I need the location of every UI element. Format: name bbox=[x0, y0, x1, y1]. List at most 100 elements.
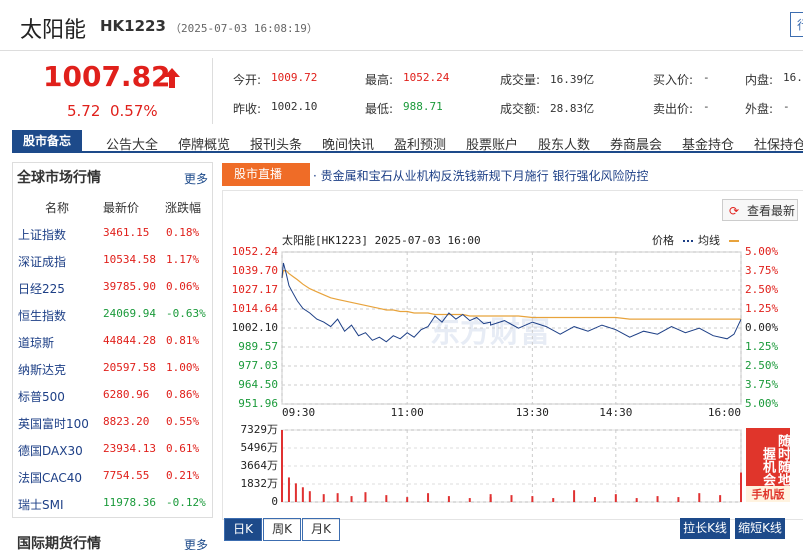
volume-bar bbox=[287, 477, 290, 502]
volume-bar bbox=[614, 494, 617, 502]
nav-line bbox=[12, 151, 803, 153]
nav-tab[interactable]: 报刊头条 bbox=[250, 138, 303, 153]
chart-box bbox=[222, 190, 803, 520]
volume-bar bbox=[593, 497, 596, 502]
market-name[interactable]: 英国富时100 bbox=[18, 417, 89, 431]
volume-bar bbox=[427, 493, 430, 502]
market-name[interactable]: 德国DAX30 bbox=[18, 444, 83, 458]
market-change: 0.86% bbox=[166, 388, 200, 401]
y-tick-label: 1014.64 bbox=[232, 302, 279, 315]
volume-bar bbox=[740, 472, 742, 502]
market-name[interactable]: 道琼斯 bbox=[18, 336, 55, 350]
volume-bar bbox=[294, 483, 297, 502]
period-tab[interactable]: 周K bbox=[263, 518, 301, 541]
y2-tick-label: 2.50% bbox=[745, 359, 778, 372]
market-panel bbox=[12, 162, 213, 518]
y-tick-label: 951.96 bbox=[238, 397, 278, 410]
volume-bar bbox=[531, 496, 534, 502]
market-change: 1.17% bbox=[166, 253, 200, 266]
column-header: 名称 bbox=[45, 201, 70, 215]
line-series bbox=[281, 270, 741, 320]
market-name[interactable]: 上证指数 bbox=[18, 228, 67, 242]
stat-label: 买入价: bbox=[653, 73, 694, 87]
stat-label: 成交额: bbox=[500, 102, 541, 116]
nav-tab[interactable]: 社保持仓 bbox=[754, 138, 803, 153]
stat-label: 成交量: bbox=[500, 73, 541, 87]
stat-value: 28.83亿 bbox=[550, 102, 595, 115]
legend-label: 均线 bbox=[698, 233, 720, 247]
volume-bar bbox=[336, 493, 339, 502]
period-tab[interactable]: 月K bbox=[302, 518, 340, 541]
market-name[interactable]: 瑞士SMI bbox=[18, 498, 64, 512]
y2-tick-label: 1.25% bbox=[745, 340, 778, 353]
nav-tab[interactable]: 公告大全 bbox=[106, 138, 159, 153]
time: （2025-07-03 16:08:19） bbox=[170, 22, 318, 35]
nav-tab[interactable]: 股票账户 bbox=[466, 138, 519, 153]
market-change: 0.55% bbox=[166, 415, 200, 428]
y2-tick-label: 0.00% bbox=[745, 321, 778, 334]
nav-tab[interactable]: 券商晨会 bbox=[610, 138, 663, 153]
market-price: 39785.90 bbox=[103, 280, 156, 293]
x-tick-label: 14:30 bbox=[599, 406, 632, 419]
market-name[interactable]: 标普500 bbox=[18, 390, 65, 404]
x-tick-label: 13:30 bbox=[516, 406, 549, 419]
stat-value: 16.39亿 bbox=[550, 73, 595, 86]
volume-bar bbox=[468, 498, 471, 502]
news-text[interactable]: · 贵金属和宝石从业机构反洗钱新规下月施行 银行强化风险防控 bbox=[313, 169, 649, 183]
volume-tick-label: 1832万 bbox=[241, 477, 279, 490]
more-link[interactable]: 更多 bbox=[184, 172, 209, 186]
panel-title: 全球市场行情 bbox=[17, 170, 101, 186]
market-name[interactable]: 日经225 bbox=[18, 282, 65, 296]
market-price: 20597.58 bbox=[103, 361, 156, 374]
stock-code: HK1223 bbox=[100, 17, 166, 35]
watermark: 东方财富 bbox=[430, 315, 550, 350]
up-arrow bbox=[164, 68, 180, 88]
nav-tab[interactable]: 停牌概览 bbox=[178, 138, 231, 153]
period-tab[interactable]: 日K bbox=[224, 518, 262, 541]
y2-tick-label: 5.00% bbox=[745, 397, 778, 410]
chart-title: 太阳能[HK1223] 2025-07-03 16:00 bbox=[282, 233, 481, 247]
zoom-button[interactable]: 拉长K线 bbox=[680, 518, 730, 539]
nav-tab[interactable]: 基金持仓 bbox=[682, 138, 735, 153]
market-change: -0.12% bbox=[166, 496, 206, 509]
stat-value: - bbox=[703, 100, 710, 113]
legend-label: 价格 bbox=[652, 233, 674, 247]
header-button[interactable]: 行 bbox=[790, 12, 803, 37]
more-link[interactable]: 更多 bbox=[184, 538, 209, 550]
stat-label: 卖出价: bbox=[653, 102, 694, 116]
volume-bar bbox=[364, 492, 367, 502]
price: 1007.82 bbox=[43, 60, 171, 93]
market-name[interactable]: 恒生指数 bbox=[18, 309, 67, 323]
y-tick-label: 1027.17 bbox=[232, 283, 278, 296]
nav-tab-active[interactable]: 股市备忘 bbox=[12, 130, 82, 152]
market-change: 0.18% bbox=[166, 226, 200, 239]
stat-value: - bbox=[783, 100, 790, 113]
zoom-button[interactable]: 缩短K线 bbox=[735, 518, 785, 539]
stat-label: 最高: bbox=[365, 73, 394, 87]
y-tick-label: 977.03 bbox=[238, 359, 278, 372]
y-tick-label: 1039.70 bbox=[232, 264, 278, 277]
volume-tick-label: 5496万 bbox=[241, 441, 279, 454]
stat-label: 昨收: bbox=[233, 102, 262, 116]
y2-tick-label: 3.75% bbox=[745, 378, 778, 391]
volume-bar bbox=[308, 491, 311, 502]
volume-bar bbox=[698, 493, 701, 502]
panel-title: 国际期货行情 bbox=[17, 536, 101, 550]
ad-sub[interactable]: 手机版 bbox=[746, 486, 790, 502]
market-name[interactable]: 深证成指 bbox=[18, 255, 67, 269]
y2-tick-label: 2.50% bbox=[745, 283, 778, 296]
market-change: 1.00% bbox=[166, 361, 200, 374]
market-price: 44844.28 bbox=[103, 334, 156, 347]
market-name[interactable]: 法国CAC40 bbox=[18, 471, 83, 485]
y2-tick-label: 1.25% bbox=[745, 302, 778, 315]
market-name[interactable]: 纳斯达克 bbox=[18, 363, 67, 377]
volume-bar bbox=[573, 490, 576, 502]
market-change: -0.63% bbox=[166, 307, 206, 320]
volume-bar bbox=[552, 498, 555, 502]
stat-value: 988.71 bbox=[403, 100, 443, 113]
refresh-button[interactable]: ⟳ 查看最新 bbox=[722, 199, 798, 221]
nav-tab[interactable]: 盈利预测 bbox=[394, 138, 447, 153]
nav-tab[interactable]: 晚间快讯 bbox=[322, 138, 375, 153]
nav-tab[interactable]: 股东人数 bbox=[538, 138, 591, 153]
volume-bar bbox=[406, 497, 409, 502]
